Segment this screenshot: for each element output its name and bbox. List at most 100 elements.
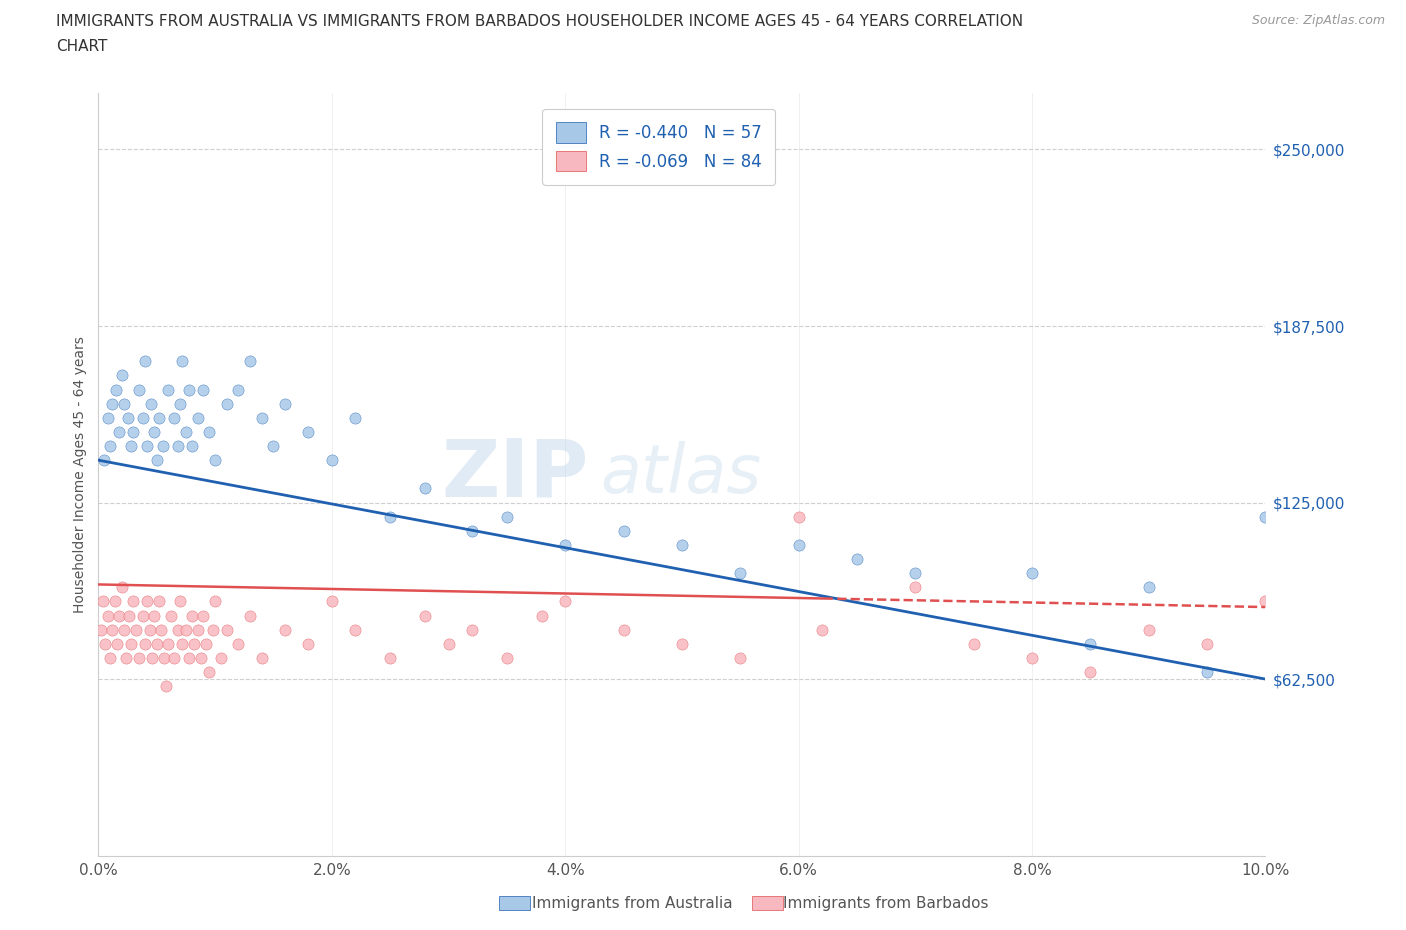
Point (179, 382, 201, 397)
Text: CHART: CHART (56, 39, 108, 54)
Point (215, 622, 238, 637)
Point (128, 382, 150, 397)
Point (98, 439, 121, 454)
Point (128, 650, 150, 665)
Point (174, 622, 197, 637)
Point (215, 396, 238, 411)
Point (730, 565, 752, 580)
Point (1254, 510, 1277, 525)
Point (94, 636, 117, 651)
Point (108, 424, 131, 439)
Point (157, 636, 180, 651)
Point (180, 439, 202, 454)
Point (115, 650, 138, 665)
Point (344, 410, 367, 425)
Point (187, 410, 209, 425)
Point (98, 650, 121, 665)
Point (91, 594, 114, 609)
Point (250, 410, 273, 425)
Point (179, 650, 201, 665)
Point (148, 410, 170, 425)
Point (183, 636, 205, 651)
Point (461, 622, 484, 637)
Text: Immigrants from Australia: Immigrants from Australia (533, 897, 733, 911)
Point (1021, 565, 1043, 580)
Point (157, 382, 180, 397)
Point (136, 439, 159, 454)
Point (90, 622, 112, 637)
Text: Immigrants from Barbados: Immigrants from Barbados (783, 897, 988, 911)
Point (169, 396, 191, 411)
Point (111, 368, 134, 383)
Point (846, 551, 869, 566)
Point (143, 424, 166, 439)
Point (297, 636, 319, 651)
Point (239, 608, 262, 623)
Point (148, 594, 170, 609)
Point (1197, 636, 1219, 651)
Point (1137, 622, 1160, 637)
Point (111, 579, 134, 594)
Point (97, 410, 120, 425)
Point (787, 510, 810, 525)
Point (132, 608, 155, 623)
Point (104, 382, 127, 397)
Point (228, 382, 250, 397)
Point (180, 608, 202, 623)
Point (321, 453, 343, 468)
Point (172, 354, 194, 369)
Point (104, 594, 127, 609)
Point (163, 650, 186, 665)
Point (125, 622, 148, 637)
Point (193, 608, 215, 623)
Point (730, 650, 752, 665)
Point (120, 439, 142, 454)
Point (461, 524, 484, 538)
Point (1080, 665, 1102, 680)
Point (613, 524, 636, 538)
Point (1137, 579, 1160, 594)
Text: atlas: atlas (600, 442, 761, 507)
Point (194, 636, 217, 651)
Legend: R = -0.440   N = 57, R = -0.069   N = 84: R = -0.440 N = 57, R = -0.069 N = 84 (543, 109, 775, 185)
Point (671, 636, 693, 651)
Point (187, 622, 209, 637)
Point (134, 636, 156, 651)
Point (380, 650, 402, 665)
Point (250, 650, 273, 665)
Point (132, 410, 155, 425)
Point (671, 538, 693, 552)
Point (166, 439, 188, 454)
Point (101, 622, 124, 637)
Text: ZIP: ZIP (441, 435, 589, 513)
Point (172, 636, 194, 651)
Point (155, 679, 177, 694)
Point (613, 622, 636, 637)
Point (112, 622, 135, 637)
Point (122, 424, 145, 439)
Point (209, 650, 232, 665)
Point (198, 665, 221, 680)
Point (141, 650, 163, 665)
Point (904, 565, 927, 580)
Point (101, 396, 124, 411)
Point (962, 636, 984, 651)
Point (117, 410, 139, 425)
Point (274, 622, 297, 637)
Point (139, 396, 162, 411)
Point (152, 439, 174, 454)
Point (193, 382, 215, 397)
Point (166, 622, 188, 637)
Point (811, 622, 834, 637)
Point (143, 608, 166, 623)
Point (134, 354, 156, 369)
Point (413, 481, 436, 496)
Text: IMMIGRANTS FROM AUSTRALIA VS IMMIGRANTS FROM BARBADOS HOUSEHOLDER INCOME AGES 45: IMMIGRANTS FROM AUSTRALIA VS IMMIGRANTS … (56, 14, 1024, 29)
Point (380, 510, 402, 525)
Point (496, 510, 519, 525)
Point (201, 622, 224, 637)
Point (204, 453, 226, 468)
Y-axis label: Householder Income Ages 45 - 64 years: Householder Income Ages 45 - 64 years (73, 336, 87, 613)
Point (146, 636, 169, 651)
Point (496, 650, 519, 665)
